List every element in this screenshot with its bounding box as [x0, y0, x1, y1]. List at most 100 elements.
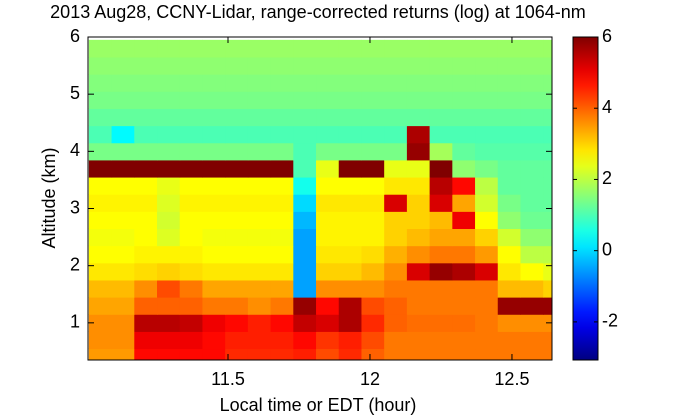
heatmap-cell [293, 91, 317, 109]
heatmap-cell [202, 108, 226, 127]
heatmap-cell [429, 297, 453, 315]
heatmap-cell [270, 228, 294, 247]
heatmap-cell [452, 297, 476, 315]
heatmap-cell [88, 228, 113, 247]
heatmap-cell [338, 74, 362, 92]
colorbar-tick-label: 0 [602, 239, 612, 259]
heatmap-cell [429, 314, 453, 332]
heatmap-cell [293, 348, 317, 360]
heatmap-cell [543, 297, 552, 315]
heatmap-cell [384, 57, 408, 75]
heatmap-cell [179, 91, 203, 109]
heatmap-cell [293, 262, 317, 281]
heatmap-cell [179, 108, 203, 127]
heatmap-cell [111, 91, 135, 109]
heatmap-cell [111, 159, 135, 178]
heatmap-cell [225, 348, 249, 360]
heatmap-cell [247, 39, 272, 58]
heatmap-cell [316, 125, 340, 144]
heatmap-cell [316, 159, 340, 178]
heatmap-cell [293, 57, 317, 75]
x-tick-label: 12 [360, 369, 380, 389]
heatmap-cell [475, 228, 499, 247]
heatmap-cell [475, 279, 499, 298]
heatmap-cell [520, 125, 544, 144]
heatmap-cell [316, 331, 340, 350]
heatmap-cell [338, 125, 362, 144]
heatmap-cell [225, 177, 249, 195]
heatmap-cell [429, 348, 453, 360]
heatmap-cell [361, 74, 385, 92]
heatmap-cell [316, 74, 340, 92]
heatmap-cell [179, 142, 203, 161]
heatmap-cell [543, 159, 552, 178]
heatmap-cell [179, 39, 203, 58]
heatmap-cell [134, 262, 158, 281]
heatmap-cell [406, 39, 431, 58]
heatmap-cell [293, 228, 317, 247]
heatmap-cell [361, 297, 385, 315]
heatmap-cell [88, 74, 113, 92]
heatmap-cell [384, 125, 408, 144]
heatmap-cell [406, 228, 431, 247]
heatmap-cell [338, 39, 362, 58]
heatmap-cell [293, 142, 317, 161]
heatmap-cell [247, 177, 272, 195]
chart-title: 2013 Aug28, CCNY-Lidar, range-corrected … [50, 2, 586, 22]
heatmap-cell [202, 262, 226, 281]
heatmap-cell [225, 159, 249, 178]
heatmap-cell [520, 57, 544, 75]
heatmap-cell [384, 348, 408, 360]
heatmap-cell [270, 108, 294, 127]
heatmap-cell [179, 211, 203, 230]
heatmap-cell [293, 159, 317, 178]
heatmap-cell [520, 108, 544, 127]
heatmap-cell [134, 125, 158, 144]
heatmap-cell [316, 57, 340, 75]
heatmap-cell [429, 194, 453, 212]
heatmap-cell [134, 108, 158, 127]
heatmap-cell [543, 262, 552, 281]
heatmap-cell [338, 279, 362, 298]
heatmap-cell [134, 159, 158, 178]
heatmap-cell [225, 331, 249, 350]
heatmap-cell [202, 331, 226, 350]
heatmap-cell [134, 297, 158, 315]
heatmap-cell [429, 39, 453, 58]
heatmap-cell [520, 314, 544, 332]
heatmap-cell [88, 194, 113, 212]
heatmap-cell [179, 348, 203, 360]
heatmap-cell [88, 177, 113, 195]
plot-frame [87, 36, 553, 361]
heatmap-cell [134, 177, 158, 195]
heatmap-cell [111, 245, 135, 264]
heatmap-cell [157, 297, 181, 315]
heatmap-cell [316, 39, 340, 58]
heatmap-cell [179, 279, 203, 298]
heatmap-cell [452, 108, 476, 127]
heatmap-cell [543, 177, 552, 195]
heatmap-cell [384, 177, 408, 195]
heatmap-cell [452, 125, 476, 144]
heatmap-cell [406, 177, 431, 195]
heatmap-cell [88, 57, 113, 75]
heatmap-cell [157, 348, 181, 360]
heatmap-cell [543, 245, 552, 264]
heatmap-cell [361, 159, 385, 178]
heatmap-cell [497, 262, 521, 281]
heatmap-cell [111, 314, 135, 332]
heatmap-cell [475, 74, 499, 92]
heatmap-cell [247, 314, 272, 332]
heatmap-cell [475, 57, 499, 75]
heatmap-cell [134, 228, 158, 247]
heatmap-cell [247, 279, 272, 298]
heatmap-cell [134, 194, 158, 212]
heatmap-cell [111, 177, 135, 195]
heatmap-cell [316, 262, 340, 281]
heatmap-cell [111, 348, 135, 360]
heatmap-cell [316, 211, 340, 230]
heatmap-cell [111, 125, 135, 144]
heatmap-cell [338, 262, 362, 281]
heatmap-cell [497, 142, 521, 161]
heatmap-cell [520, 245, 544, 264]
